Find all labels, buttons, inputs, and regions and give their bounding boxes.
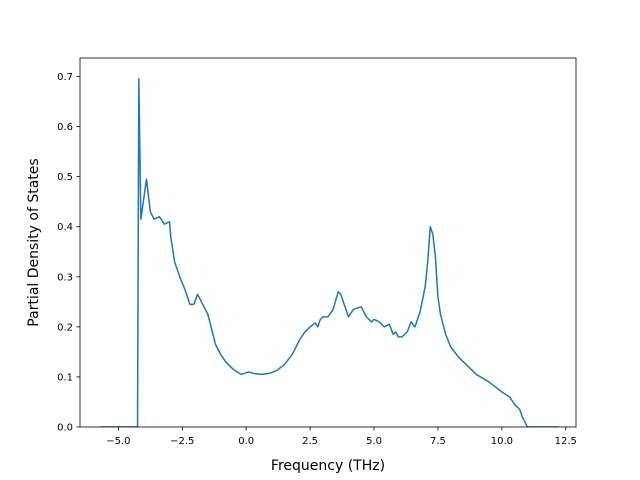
x-axis-ticks: −5.0 −2.5 0.0 2.5 5.0 7.5 10.0 12.5: [106, 427, 577, 447]
y-tick-label: 0.0: [57, 423, 73, 434]
plot-area: [79, 57, 577, 428]
y-tick-label: 0.6: [57, 122, 73, 133]
x-tick-label: 0.0: [238, 436, 254, 447]
y-axis-ticks: 0.0 0.1 0.2 0.3 0.4 0.5 0.6 0.7: [57, 72, 80, 434]
y-tick-label: 0.5: [57, 172, 73, 183]
x-tick-label: 10.0: [491, 436, 513, 447]
x-tick-label: 12.5: [555, 436, 577, 447]
x-tick-label: 2.5: [302, 436, 318, 447]
y-tick-label: 0.2: [57, 322, 73, 333]
y-tick-label: 0.3: [57, 272, 73, 283]
y-axis-label: Partial Density of States: [26, 158, 42, 326]
x-tick-label: −5.0: [106, 436, 130, 447]
axes-frame: [79, 57, 577, 428]
y-tick-label: 0.7: [57, 72, 73, 83]
x-axis-label: Frequency (THz): [271, 458, 385, 474]
x-tick-label: −2.5: [170, 436, 194, 447]
series-line-0: [99, 78, 559, 427]
x-tick-label: 7.5: [430, 436, 446, 447]
y-tick-label: 0.1: [57, 372, 73, 383]
series-layer: [99, 78, 559, 427]
y-tick-label: 0.4: [57, 222, 73, 233]
x-tick-label: 5.0: [366, 436, 382, 447]
